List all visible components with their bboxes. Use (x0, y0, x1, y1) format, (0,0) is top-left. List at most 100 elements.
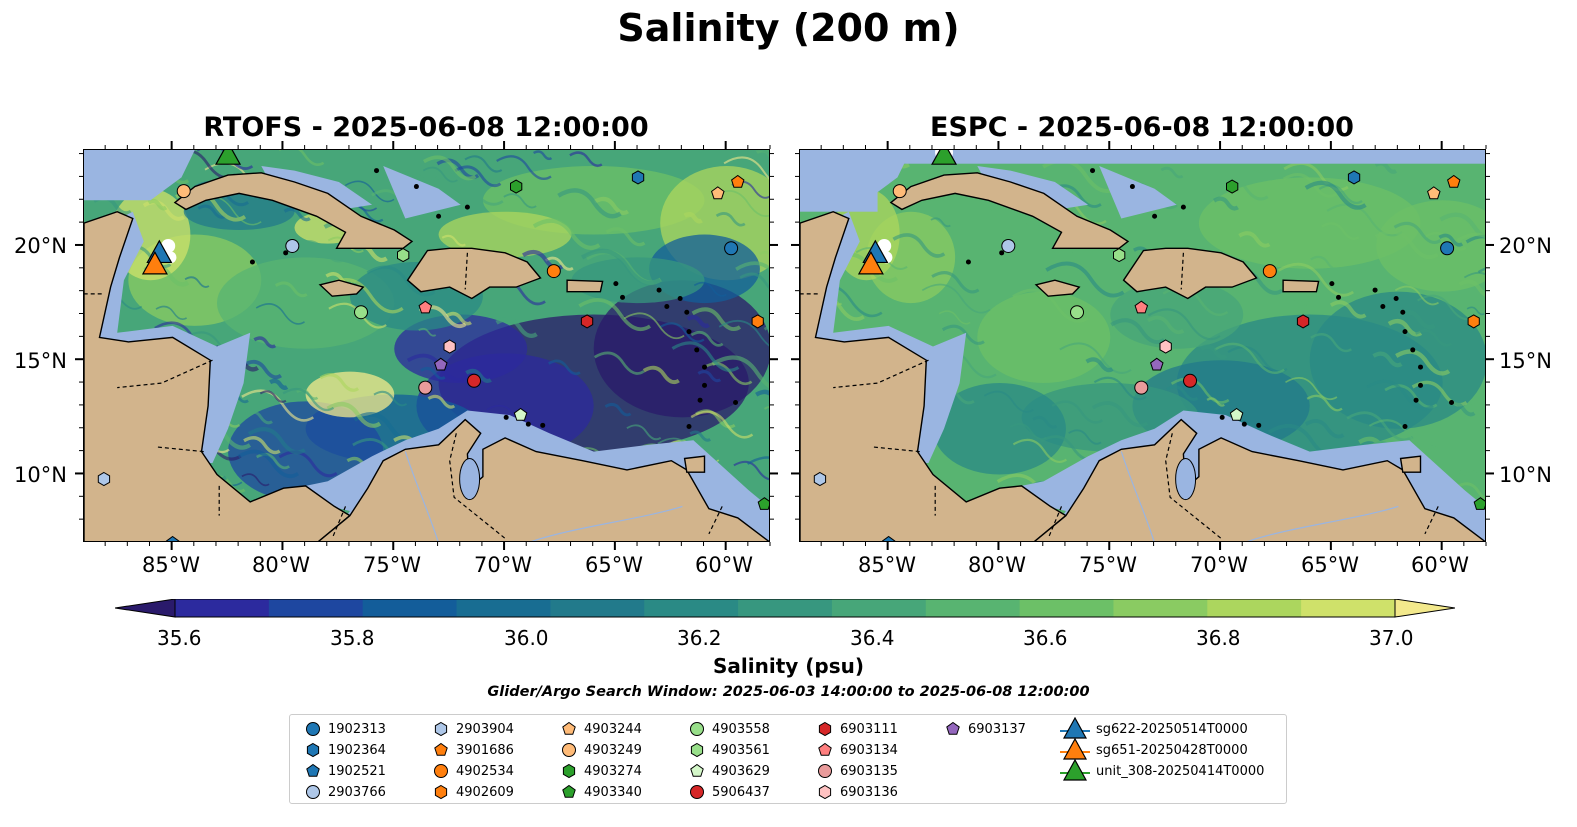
legend-item-4903340: 4903340 (560, 782, 642, 802)
land-southamerica (1034, 418, 1485, 541)
float-2903766 (1001, 238, 1016, 253)
eddy-filament (1051, 400, 1103, 424)
eddy-filament (418, 327, 437, 337)
legend-item-6903137: 6903137 (944, 719, 1026, 739)
eddy-filament (427, 394, 456, 409)
float-6903111 (580, 314, 594, 329)
small-island (664, 304, 670, 310)
colorbar-tick-37-0: 37.0 (1369, 626, 1414, 650)
small-island (525, 421, 531, 427)
legend-item-4903249: 4903249 (560, 740, 642, 760)
country-border (117, 359, 213, 389)
legend-marker-icon (818, 784, 832, 800)
colorbar-segment (831, 599, 927, 617)
legend-item-4903558: 4903558 (688, 719, 770, 739)
small-island (702, 364, 708, 370)
eddy-filament (1326, 203, 1403, 237)
small-island (374, 168, 380, 174)
eddy-filament (659, 322, 705, 343)
legend-marker-icon (306, 785, 320, 799)
legend-marker-circle (306, 785, 320, 799)
legend-item-sg651-20250428T0000: sg651-20250428T0000 (1060, 738, 1248, 762)
small-island (999, 250, 1005, 256)
float-4903249 (176, 184, 191, 199)
country-border (873, 446, 920, 453)
float-5906437 (467, 373, 482, 388)
lat-label-20n: 20°N (14, 234, 67, 258)
eddy-filament (735, 261, 769, 271)
float-4903249 (892, 184, 907, 199)
land-hispaniola (406, 247, 542, 300)
eddy-filament (1147, 315, 1185, 335)
glider-sg651-20250428T0000 (141, 251, 168, 275)
salinity-patch (183, 193, 295, 230)
colorbar-extend-high (1394, 599, 1455, 618)
eddy-filament (759, 251, 769, 256)
eddy-filament (532, 150, 553, 161)
colorbar-segment (1113, 599, 1208, 617)
salinity-patch (305, 371, 395, 418)
small-island (1402, 329, 1408, 335)
eddy-filament (1321, 222, 1360, 241)
float-3901686 (731, 174, 745, 188)
eddy-filament (503, 193, 537, 209)
legend-marker-pentagon (306, 763, 320, 777)
eddy-filament (938, 310, 971, 325)
eddy-filament (269, 378, 289, 390)
eddy-filament (1394, 285, 1439, 306)
colorbar-tick-36-8: 36.8 (1196, 626, 1241, 650)
legend-item-6903135: 6903135 (816, 761, 898, 781)
eddy-filament (755, 389, 769, 397)
shallow-shelf (1099, 166, 1177, 219)
legend-marker-pentagon (434, 742, 448, 756)
eddy-filament (604, 403, 632, 417)
legend-label: 4902534 (456, 763, 514, 779)
eddy-filament (1439, 212, 1485, 240)
lat-label-10n: 10°N (14, 463, 67, 487)
country-border (1180, 252, 1184, 290)
eddy-filament (1346, 411, 1414, 442)
legend-label: 2903904 (456, 721, 514, 737)
eddy-filament (247, 427, 306, 455)
eddy-filament (532, 218, 601, 250)
small-island (540, 422, 546, 428)
country-border (1047, 506, 1063, 539)
eddy-filament (326, 402, 382, 428)
eddy-filament (941, 324, 985, 345)
float-5906437 (1183, 373, 1198, 388)
legend-item-4903274: 4903274 (560, 761, 642, 781)
land-puertorico (1282, 279, 1320, 293)
legend-item-2903904: 2903904 (432, 719, 514, 739)
land-southamerica (318, 418, 769, 541)
eddy-filament (1093, 376, 1147, 401)
legend-item-4903629: 4903629 (688, 761, 770, 781)
eddy-filament (1285, 377, 1338, 401)
legend-marker-hexagon (306, 742, 320, 758)
float-4903629 (513, 407, 528, 421)
legend-marker-icon (434, 721, 448, 737)
eddy-filament (244, 410, 273, 425)
eddy-filament (155, 305, 188, 320)
legend-label: 6903111 (840, 721, 898, 737)
legend-marker-circle (562, 743, 576, 757)
legend-item-1902364: 1902364 (304, 740, 386, 760)
legend-marker-icon (306, 763, 320, 777)
lon-label-80w: 80°W (252, 553, 310, 577)
eddy-filament (1417, 294, 1475, 321)
country-border (708, 506, 723, 535)
float-4903561 (1113, 248, 1126, 263)
eddy-filament (1395, 349, 1451, 376)
eddy-filament (1166, 385, 1199, 401)
legend-item-3901686: 3901686 (432, 740, 514, 760)
small-island (1152, 213, 1158, 219)
eddy-filament (445, 311, 472, 326)
small-island (1372, 287, 1378, 293)
eddy-filament (1415, 329, 1453, 347)
eddy-filament (1425, 231, 1467, 251)
glider-unit_308-20250414T0000 (931, 150, 958, 165)
float-1902521 (881, 535, 896, 541)
espc-map-canvas (800, 150, 1485, 541)
eddy-filament (1463, 271, 1485, 279)
eddy-filament (733, 460, 769, 481)
shallow-shelf (800, 150, 911, 201)
